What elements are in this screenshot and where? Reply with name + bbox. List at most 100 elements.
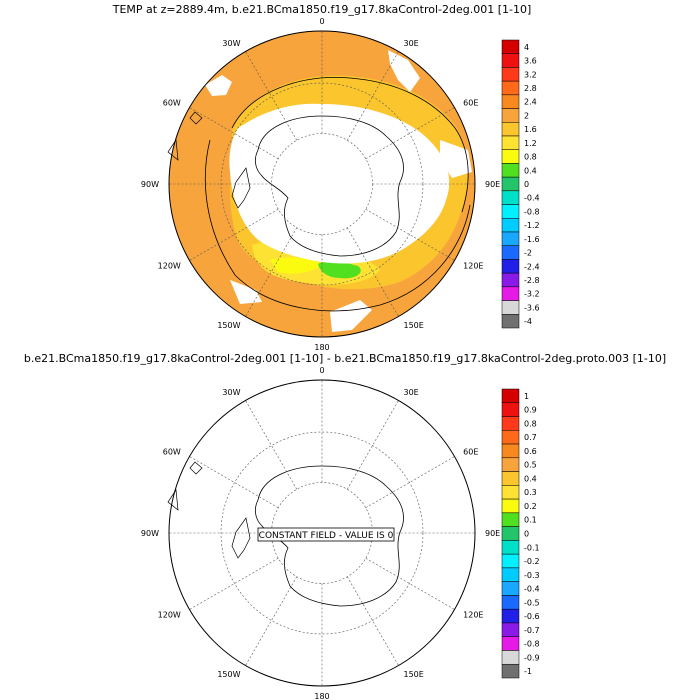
colorbar-label: 4 xyxy=(524,43,529,52)
meridian-line xyxy=(189,456,279,509)
colorbar-swatch xyxy=(501,430,520,445)
meridian-line xyxy=(189,107,279,160)
map-boundary xyxy=(168,379,476,687)
colorbar-label: 3.2 xyxy=(524,70,537,79)
mask-gap xyxy=(388,50,420,92)
colorbar-swatch xyxy=(501,135,520,150)
meridian-line xyxy=(365,208,455,261)
longitude-label: 0 xyxy=(319,17,324,26)
colorbar-swatch xyxy=(501,498,520,514)
colorbar-label: 0.6 xyxy=(524,447,537,456)
colorbar-swatch xyxy=(501,163,520,178)
antarctica-coastline xyxy=(254,115,404,257)
colorbar-swatch xyxy=(501,388,520,404)
meridian-line xyxy=(346,576,399,666)
colorbar-swatch xyxy=(501,80,520,96)
colorbar-swatch xyxy=(501,149,520,164)
colorbar-swatch xyxy=(501,122,520,137)
colorbar-label: -0.6 xyxy=(524,612,540,621)
colorbar-label: -0.3 xyxy=(524,571,540,580)
colorbar-swatch xyxy=(501,622,520,637)
colorbar-label: 0.8 xyxy=(524,153,537,162)
colorbar-swatch xyxy=(501,636,520,651)
colorbar-label: 1.2 xyxy=(524,139,537,148)
colorbar-label: 0 xyxy=(524,530,529,539)
longitude-label: 60E xyxy=(463,448,478,457)
longitude-label: 30W xyxy=(222,388,240,397)
meridian-line xyxy=(346,51,399,141)
colorbar-label: -0.4 xyxy=(524,194,540,203)
colorbar-swatch xyxy=(501,416,520,431)
mask-gap xyxy=(230,280,262,304)
longitude-label: 30E xyxy=(404,388,419,397)
colorbar-swatch xyxy=(501,471,520,486)
meridian-line xyxy=(245,576,298,666)
panel-title: TEMP at z=2889.4m, b.e21.BCma1850.f19_g1… xyxy=(112,3,532,16)
colorbar-swatch xyxy=(501,94,520,109)
longitude-label: 30E xyxy=(404,39,419,48)
colorbar-swatch xyxy=(501,53,520,68)
colorbar-label: 0.7 xyxy=(524,433,537,442)
colorbar-swatch xyxy=(501,190,520,205)
colorbar-swatch xyxy=(501,443,520,459)
meridian-line xyxy=(189,557,279,610)
colorbar-label: -1.2 xyxy=(524,221,540,230)
peninsula-coastline xyxy=(231,517,251,559)
colorbar-swatch xyxy=(501,553,520,569)
longitude-label: 150E xyxy=(404,321,424,330)
colorbar-swatch xyxy=(501,176,520,192)
temperature-field xyxy=(169,31,475,337)
longitude-label: 180 xyxy=(314,343,329,352)
field-band-0.4-0.8 xyxy=(318,260,361,279)
constant-field-annotation: CONSTANT FIELD - VALUE IS 0 xyxy=(259,531,394,541)
meridian-line xyxy=(245,400,298,490)
colorbar-swatch xyxy=(501,108,520,123)
longitude-label: 150W xyxy=(217,670,240,679)
colorbar-label: 0.1 xyxy=(524,516,537,525)
latitude-circle xyxy=(220,431,424,635)
colorbar-label: 0.4 xyxy=(524,166,537,175)
longitude-label: 60W xyxy=(163,448,181,457)
colorbar-swatch xyxy=(501,204,520,219)
colorbar-label: -0.1 xyxy=(524,543,540,552)
graticule xyxy=(169,31,475,337)
longitude-label: 60W xyxy=(163,99,181,108)
map-boundary xyxy=(168,30,476,338)
colorbar-label: 0.8 xyxy=(524,419,537,428)
longitude-label: 90E xyxy=(485,529,500,538)
meridian-line xyxy=(365,107,455,160)
mask-gap xyxy=(330,300,372,332)
colorbar-label: -0.4 xyxy=(524,585,540,594)
colorbar-label: -0.8 xyxy=(524,207,540,216)
colorbar-label: -1.6 xyxy=(524,235,540,244)
panel-difference: b.e21.BCma1850.f19_g17.8kaControl-2deg.0… xyxy=(24,352,666,700)
longitude-label: 180 xyxy=(314,692,329,700)
latitude-circle xyxy=(220,82,424,286)
peninsula-coastline xyxy=(231,167,251,209)
colorbar-label: -3.6 xyxy=(524,303,540,312)
colorbar-label: -3.2 xyxy=(524,290,540,299)
colorbar: 4 3.6 3.2 2.8 2.4 2 1.6 1.2 0.8 0.4 0 -0.4 -0.8 -1.2 -… xyxy=(501,39,540,329)
south-america-coastline xyxy=(167,111,203,161)
colorbar-swatch xyxy=(501,314,520,329)
colorbar-swatch xyxy=(501,272,520,288)
colorbar-swatch xyxy=(501,245,520,260)
longitude-label: 120E xyxy=(463,611,483,620)
colorbar-label: 2 xyxy=(524,111,529,120)
colorbar-label: -4 xyxy=(524,317,532,326)
colorbar-label: 0.4 xyxy=(524,474,537,483)
meridian-line xyxy=(245,227,298,317)
longitude-label: 60E xyxy=(463,99,478,108)
field-band-0.8-1.2 xyxy=(270,257,322,274)
colorbar-swatch xyxy=(501,485,520,500)
mask-gap xyxy=(205,75,232,96)
longitude-label: 120W xyxy=(158,611,181,620)
colorbar-swatch xyxy=(501,650,520,665)
longitude-label: 120E xyxy=(463,262,483,271)
longitude-labels: 0 30E 60E 90E 120E 150E 180 150W 120W 90W 60W 30W xyxy=(141,17,500,352)
longitude-label: 120W xyxy=(158,262,181,271)
longitude-label: 150W xyxy=(217,321,240,330)
mask-gap xyxy=(440,140,472,178)
longitude-label: 30W xyxy=(222,39,240,48)
